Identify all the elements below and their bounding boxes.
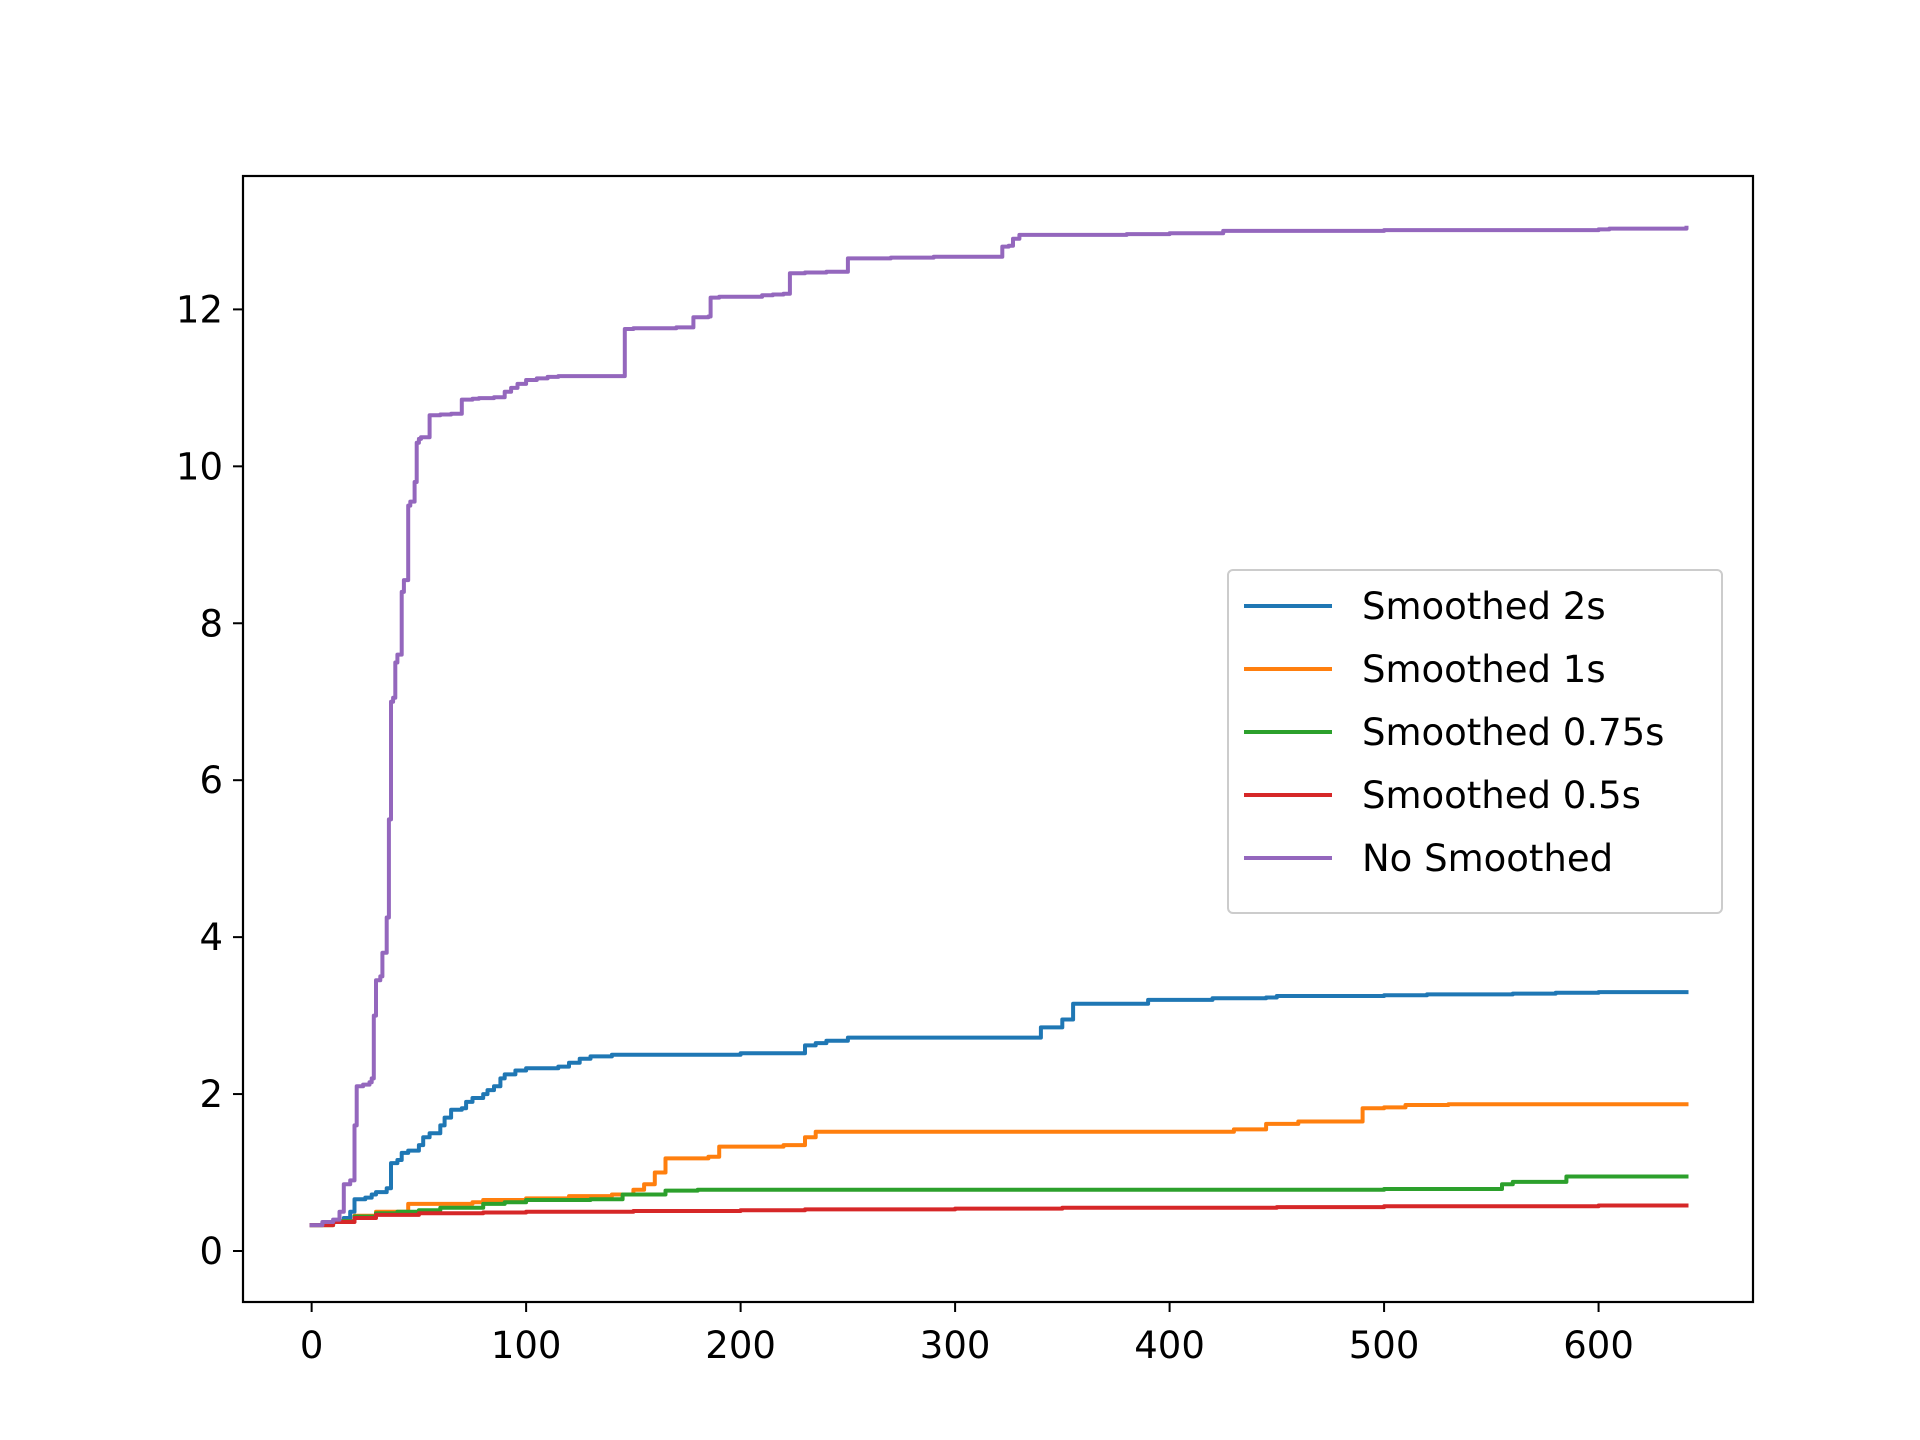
legend-label: Smoothed 0.75s bbox=[1362, 711, 1664, 754]
y-axis: 0 2 4 6 8 10 12 bbox=[176, 288, 243, 1273]
y-tick-label: 2 bbox=[199, 1073, 223, 1116]
y-tick-label: 4 bbox=[199, 916, 223, 959]
legend: Smoothed 2s Smoothed 1s Smoothed 0.75s Smoo… bbox=[1227, 569, 1723, 914]
legend-label: No Smoothed bbox=[1362, 837, 1613, 880]
series-line-4 bbox=[309, 225, 1689, 1228]
y-tick-label: 10 bbox=[176, 445, 223, 488]
legend-label: Smoothed 1s bbox=[1362, 648, 1606, 691]
y-tick-label: 8 bbox=[199, 602, 223, 645]
legend-label: Smoothed 0.5s bbox=[1362, 774, 1641, 817]
plot-frame bbox=[241, 174, 1755, 1304]
x-tick-label: 400 bbox=[1134, 1324, 1205, 1367]
x-axis: 0 100 200 300 400 500 600 bbox=[300, 1302, 1634, 1367]
x-tick-label: 200 bbox=[705, 1324, 776, 1367]
x-tick-label: 100 bbox=[491, 1324, 562, 1367]
series-line-0 bbox=[309, 990, 1689, 1228]
y-tick-label: 0 bbox=[199, 1230, 223, 1273]
x-tick-label: 600 bbox=[1563, 1324, 1634, 1367]
series-line-3 bbox=[309, 1203, 1689, 1228]
y-tick-label: 12 bbox=[176, 288, 223, 331]
x-tick-label: 300 bbox=[920, 1324, 991, 1367]
y-tick-label: 6 bbox=[199, 759, 223, 802]
series-line-2 bbox=[309, 1174, 1689, 1228]
series-line-1 bbox=[309, 1102, 1689, 1228]
series-layer bbox=[309, 225, 1689, 1228]
x-tick-label: 0 bbox=[300, 1324, 324, 1367]
legend-box bbox=[1227, 569, 1723, 914]
x-tick-label: 500 bbox=[1349, 1324, 1420, 1367]
legend-label: Smoothed 2s bbox=[1362, 585, 1606, 628]
